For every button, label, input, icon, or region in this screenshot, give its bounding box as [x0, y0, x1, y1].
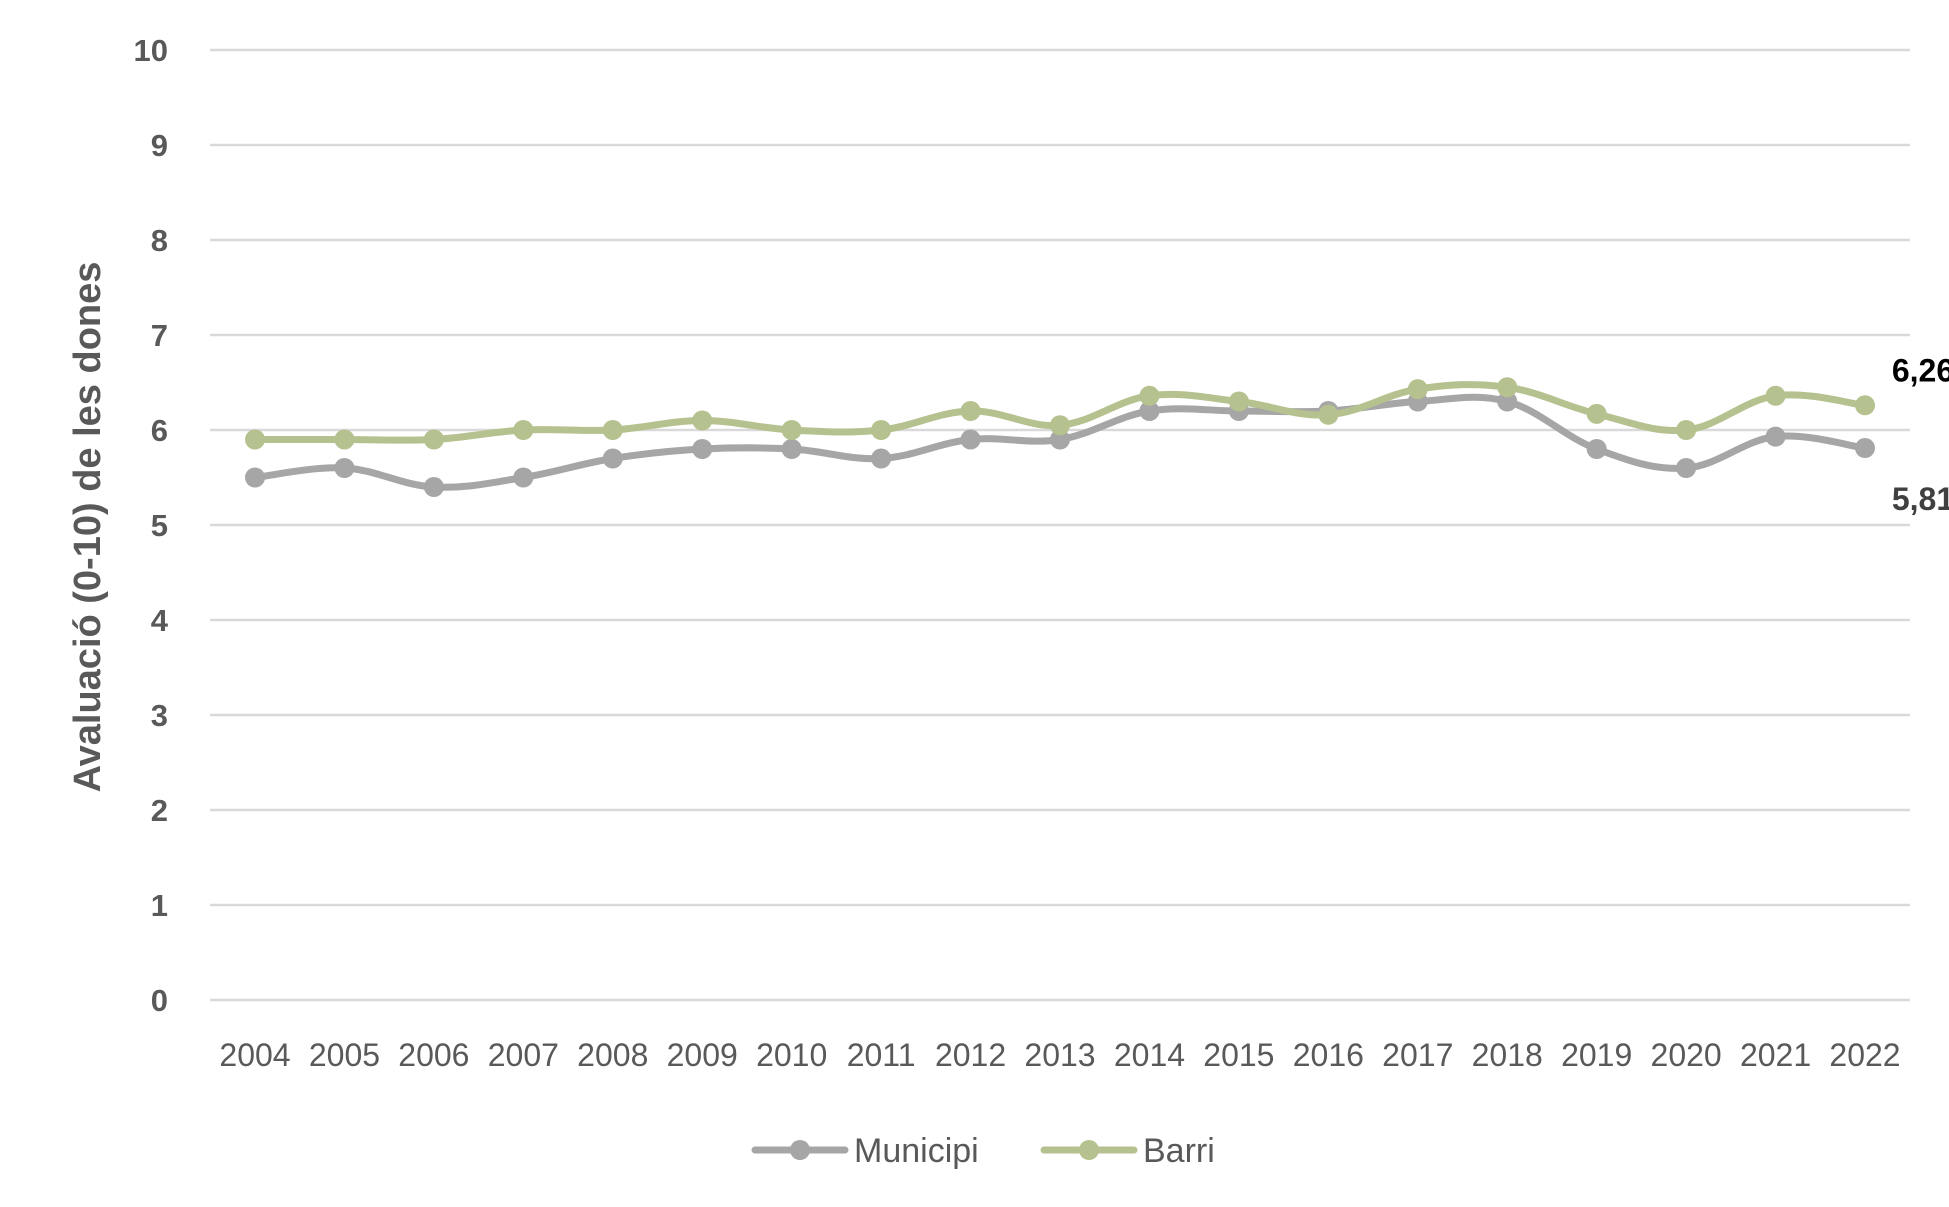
data-point-barri [781, 420, 802, 440]
y-tick-label: 0 [151, 983, 168, 1018]
x-tick-label: 2018 [1472, 1037, 1543, 1073]
data-point-municipi [871, 448, 892, 469]
data-point-barri [1050, 415, 1070, 436]
x-tick-label: 2019 [1561, 1037, 1632, 1073]
legend-item-municipi: Municipi [751, 1132, 979, 1170]
x-axis-ticks: 2004 2005 2006 2007 2008 2009 2010 2011 2012 2013… [219, 1037, 1900, 1073]
x-tick-label: 2015 [1203, 1037, 1274, 1073]
legend-label: Barri [1143, 1132, 1215, 1170]
data-point-municipi [781, 439, 802, 459]
data-point-municipi [1497, 391, 1518, 412]
y-tick-label: 6 [151, 413, 168, 448]
x-tick-label: 2020 [1651, 1037, 1722, 1073]
x-tick-label: 2014 [1114, 1037, 1185, 1073]
data-point-municipi [334, 458, 355, 478]
y-tick-label: 3 [151, 698, 168, 733]
data-point-barri [602, 420, 623, 440]
data-point-barri [1586, 403, 1607, 424]
data-point-barri [1855, 395, 1875, 416]
series-barri [245, 377, 1875, 450]
x-tick-label: 2017 [1382, 1037, 1453, 1073]
y-tick-label: 4 [151, 603, 169, 638]
data-point-barri [1407, 379, 1428, 400]
data-point-municipi [513, 467, 534, 488]
legend-swatch-marker [1079, 1140, 1099, 1160]
y-tick-label: 7 [151, 318, 168, 353]
y-tick-label: 10 [134, 33, 168, 68]
x-tick-label: 2008 [577, 1037, 648, 1073]
x-tick-label: 2013 [1024, 1037, 1095, 1073]
data-label-municipi: 5,81 [1892, 481, 1949, 517]
series-municipi [245, 391, 1875, 497]
x-tick-label: 2011 [847, 1037, 916, 1073]
legend: Municipi Barri [751, 1132, 1215, 1170]
x-tick-label: 2022 [1829, 1037, 1900, 1073]
y-tick-label: 5 [151, 508, 168, 543]
legend-label: Municipi [854, 1132, 979, 1170]
data-point-barri [692, 410, 713, 431]
data-point-municipi [692, 439, 713, 459]
y-tick-label: 9 [151, 128, 168, 163]
data-point-barri [245, 429, 265, 450]
x-tick-label: 2009 [667, 1037, 738, 1073]
y-tick-label: 1 [151, 888, 168, 923]
x-tick-label: 2006 [398, 1037, 469, 1073]
data-label-barri: 6,26 [1892, 352, 1949, 388]
x-tick-label: 2016 [1293, 1037, 1364, 1073]
data-point-municipi [245, 467, 265, 488]
data-point-barri [960, 401, 981, 421]
data-point-barri [1139, 385, 1160, 406]
series-lines [245, 377, 1875, 497]
legend-swatch-marker [790, 1140, 810, 1160]
data-point-municipi [1050, 429, 1070, 450]
data-point-barri [1765, 385, 1786, 406]
data-point-barri [334, 429, 355, 450]
gridlines [210, 48, 1910, 1002]
legend-item-barri: Barri [1040, 1132, 1215, 1170]
data-point-municipi [960, 429, 981, 450]
data-point-municipi [423, 477, 444, 497]
x-tick-label: 2012 [935, 1037, 1006, 1073]
data-point-municipi [1139, 401, 1160, 421]
data-point-barri [1676, 420, 1697, 440]
data-point-barri [423, 429, 444, 450]
data-point-barri [1497, 377, 1518, 398]
x-tick-label: 2004 [219, 1037, 290, 1073]
data-point-municipi [1765, 426, 1786, 447]
y-tick-label: 2 [151, 793, 168, 828]
data-point-barri [871, 420, 892, 440]
y-axis-label: Avaluació (0-10) de les dones [67, 262, 109, 793]
data-point-barri [513, 420, 534, 440]
data-point-barri [1318, 404, 1339, 425]
x-tick-label: 2007 [488, 1037, 559, 1073]
data-point-barri [1228, 391, 1249, 412]
data-point-municipi [1676, 458, 1697, 478]
x-tick-label: 2010 [756, 1037, 827, 1073]
y-tick-label: 8 [151, 223, 168, 258]
data-point-municipi [602, 448, 623, 469]
data-point-municipi [1586, 439, 1607, 459]
data-labels: 6,26 5,81 [1892, 352, 1949, 517]
x-tick-label: 2005 [309, 1037, 380, 1073]
x-tick-label: 2021 [1740, 1037, 1811, 1073]
y-axis-ticks: 0 1 2 3 4 5 6 7 8 9 10 [134, 33, 169, 1018]
data-point-municipi [1855, 438, 1875, 459]
